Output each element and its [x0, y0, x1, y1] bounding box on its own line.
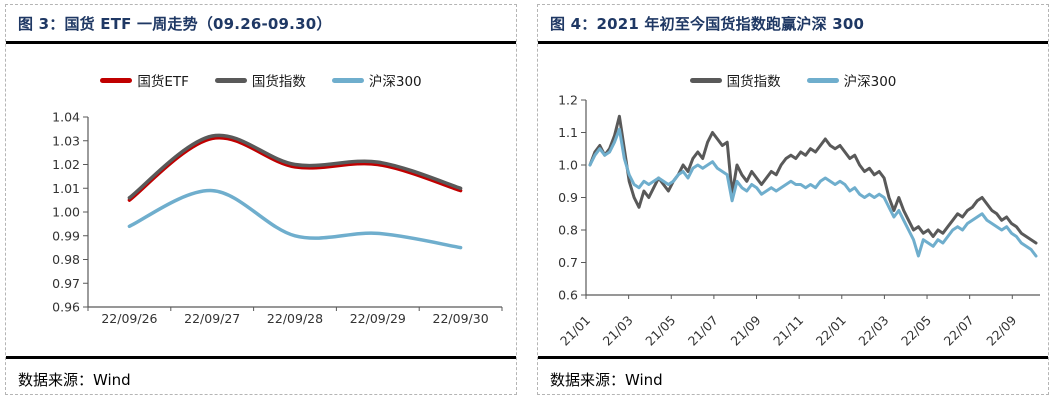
y-tick-label: 0.96 — [52, 300, 80, 315]
figure-3-chart-area: 0.96 0.97 0.98 0.99 1.00 1.01 1.02 1.03 1.04 22/0… — [6, 44, 516, 356]
x-tick-label: 22/09 — [983, 312, 1019, 348]
x-tick-label: 21/11 — [770, 313, 806, 349]
tick-marks — [83, 116, 503, 311]
x-tick-label: 22/09/26 — [101, 311, 157, 326]
y-tick-label: 0.99 — [52, 228, 80, 243]
y-tick-label: 1.00 — [52, 205, 80, 220]
x-tick-label: 22/09/29 — [350, 311, 406, 326]
figure-3-source-note: 数据来源：Wind — [6, 356, 516, 390]
axes — [585, 100, 1040, 296]
x-tick-label: 21/01 — [557, 313, 593, 349]
figure-4-chart-canvas: 0.60.70.80.91.01.11.221/01 21/03 21/05 21/0… — [557, 93, 1040, 349]
series-line-1 — [127, 133, 463, 200]
y-tick-label: 1.2 — [558, 93, 578, 108]
x-tick-label: 21/09 — [728, 312, 764, 348]
x-tick-label: 22/09/30 — [433, 311, 489, 326]
series-line-0 — [127, 135, 463, 202]
x-tick-label: 22/09/27 — [184, 311, 240, 326]
x-tick-label: 22/03 — [855, 313, 891, 349]
y-tick-label: 1.02 — [52, 157, 80, 172]
y-tick-label: 0.6 — [558, 288, 578, 303]
figure-panel-3: 图 3：国货 ETF 一周走势（09.26-09.30） 0.96 0.97 0.9… — [5, 4, 517, 395]
figure-4-chart-area: 0.6 0.7 0.8 0.9 1.0 1.1 1.2 21/01 21/03 21/05 21/0… — [538, 44, 1048, 356]
axes — [87, 117, 502, 308]
x-tick-label: 22/01 — [813, 313, 849, 349]
y-tick-label: 1.03 — [52, 133, 80, 148]
y-tick-label: 0.7 — [558, 255, 578, 270]
x-tick-label: 22/09/28 — [267, 311, 323, 326]
x-tick-label: 21/05 — [642, 313, 678, 349]
tick-marks — [581, 99, 1013, 299]
series-line-1 — [588, 127, 1038, 258]
y-tick-label: 0.97 — [52, 276, 80, 291]
y-tick-label: 0.8 — [558, 223, 578, 238]
y-tick-label: 1.01 — [52, 181, 80, 196]
y-tick-label: 0.98 — [52, 252, 80, 267]
tick-labels: 0.96 0.97 0.98 0.99 1.00 1.01 1.02 1.03 1.04 22/0… — [52, 110, 489, 327]
x-tick-label: 21/03 — [600, 313, 636, 349]
x-tick-label: 22/07 — [941, 313, 977, 349]
figure-3-chart-canvas: 0.96 0.97 0.98 0.99 1.00 1.01 1.02 1.03 1.04 22/0… — [52, 110, 503, 327]
series-line-2 — [127, 188, 463, 250]
figure-4-title: 图 4：2021 年初至今国货指数跑赢沪深 300 — [538, 5, 1048, 44]
y-tick-label: 1.1 — [558, 125, 578, 140]
tick-labels: 0.60.70.80.91.01.11.221/01 21/03 21/05 21/0… — [557, 93, 1019, 349]
y-tick-label: 1.0 — [558, 158, 578, 173]
figure-3-title: 图 3：国货 ETF 一周走势（09.26-09.30） — [6, 5, 516, 44]
figure-panel-4: 图 4：2021 年初至今国货指数跑赢沪深 300 0.6 0.7 0.8 0.9 1.… — [537, 4, 1049, 395]
y-tick-label: 0.9 — [558, 190, 578, 205]
figure-4-source-note: 数据来源：Wind — [538, 356, 1048, 390]
x-tick-label: 22/05 — [898, 313, 934, 349]
series-line-0 — [588, 114, 1038, 245]
y-tick-label: 1.04 — [52, 110, 80, 125]
x-tick-label: 21/07 — [685, 313, 721, 349]
